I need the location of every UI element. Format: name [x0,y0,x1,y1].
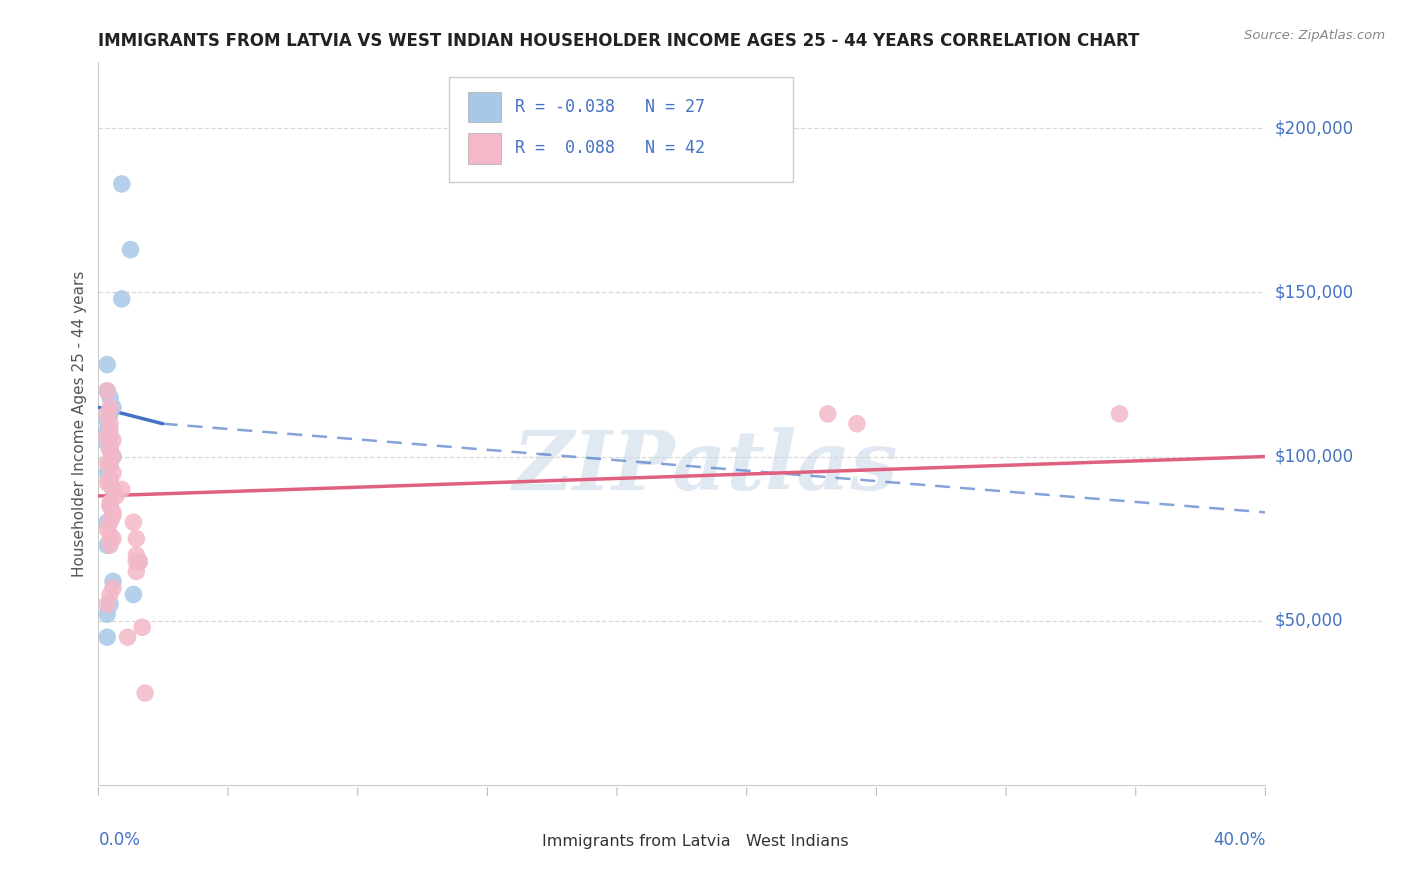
Point [101,508,124,523]
Point [101,450,124,464]
Bar [468,92,501,122]
Point [96,475,118,490]
Point [817,407,839,421]
Point [120,243,142,257]
Text: West Indians: West Indians [747,834,849,849]
Text: R =  0.088   N = 42: R = 0.088 N = 42 [515,138,704,157]
Point [98,430,121,444]
Point [101,450,124,464]
Point [98,473,121,487]
Point [98,538,121,552]
Text: IMMIGRANTS FROM LATVIA VS WEST INDIAN HOUSEHOLDER INCOME AGES 25 - 44 YEARS CORR: IMMIGRANTS FROM LATVIA VS WEST INDIAN HO… [98,32,1140,50]
Point [122,515,145,529]
Point [101,466,124,480]
Point [131,620,153,634]
Point [101,574,124,589]
Point [111,292,134,306]
Point [96,466,118,480]
Point [98,515,121,529]
Point [128,555,150,569]
Point [96,384,118,398]
Y-axis label: Householder Income Ages 25 - 44 years: Householder Income Ages 25 - 44 years [72,270,87,577]
Bar [513,830,536,852]
Point [98,459,121,474]
Point [98,495,121,509]
Point [98,499,121,513]
Point [101,401,124,415]
Text: 40.0%: 40.0% [1213,831,1265,849]
Point [96,358,118,372]
Text: ZIPatlas: ZIPatlas [513,427,898,507]
Point [96,423,118,437]
Text: Source: ZipAtlas.com: Source: ZipAtlas.com [1244,29,1385,42]
Point [101,483,124,497]
Text: $200,000: $200,000 [1274,120,1354,137]
Point [98,401,121,415]
Point [98,407,121,421]
Point [98,417,121,431]
Point [98,499,121,513]
Point [96,522,118,536]
Point [98,587,121,601]
Text: Immigrants from Latvia: Immigrants from Latvia [541,834,731,849]
Point [96,384,118,398]
Point [846,417,869,431]
Point [98,391,121,405]
Point [96,630,118,644]
Point [98,442,121,457]
Point [134,686,156,700]
Point [98,456,121,470]
Bar [468,133,501,163]
Point [96,436,118,450]
Point [125,555,148,569]
Point [111,177,134,191]
FancyBboxPatch shape [449,77,793,182]
Text: 0.0%: 0.0% [98,831,141,849]
Point [125,532,148,546]
Point [101,483,124,497]
Point [125,548,148,562]
Point [98,423,121,437]
Text: $100,000: $100,000 [1274,448,1354,466]
Text: $50,000: $50,000 [1274,612,1343,630]
Point [98,598,121,612]
Point [117,630,139,644]
Point [96,515,118,529]
Point [1108,407,1130,421]
Point [98,442,121,457]
Point [96,538,118,552]
Point [101,505,124,519]
Point [111,483,134,497]
Point [98,475,121,490]
Point [96,413,118,427]
Point [101,433,124,447]
Text: $150,000: $150,000 [1274,284,1354,301]
Point [101,581,124,595]
Point [122,587,145,601]
Point [101,532,124,546]
Point [96,607,118,622]
Text: R = -0.038   N = 27: R = -0.038 N = 27 [515,97,704,115]
Point [96,407,118,421]
Point [96,598,118,612]
Point [104,489,127,503]
Bar [717,830,741,852]
Point [98,528,121,542]
Point [128,555,150,569]
Point [98,440,121,454]
Point [96,456,118,470]
Point [125,565,148,579]
Point [96,430,118,444]
